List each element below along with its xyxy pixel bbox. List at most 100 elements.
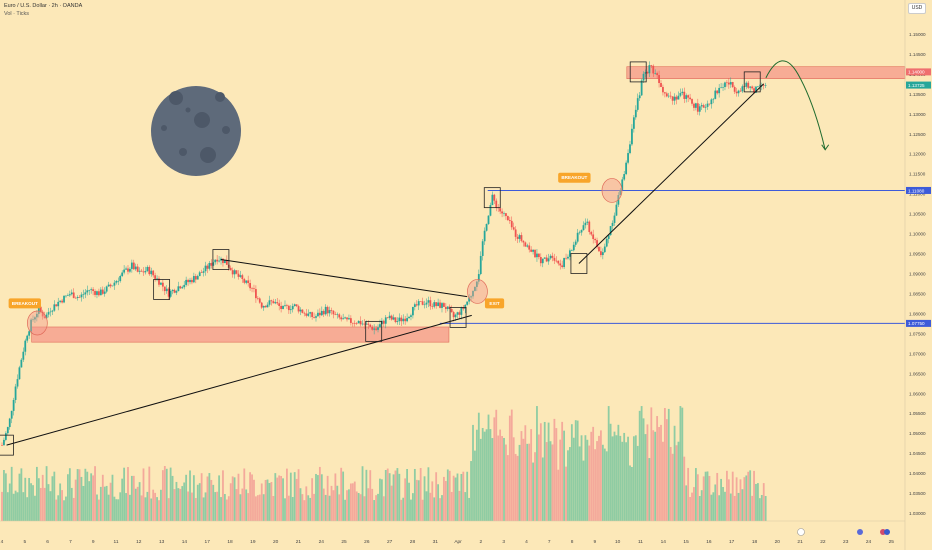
volume-bar	[37, 478, 40, 521]
volume-bar	[305, 486, 308, 521]
time-tick-label: Apr	[454, 539, 462, 545]
candle-body	[671, 96, 674, 101]
volume-bar	[762, 483, 765, 521]
candle-body	[594, 239, 597, 241]
volume-bar	[167, 498, 170, 521]
box-swing-low-start[interactable]	[0, 434, 14, 456]
volume-bar	[90, 473, 93, 521]
volume-bar	[355, 491, 358, 521]
candle-body	[313, 316, 315, 318]
box-triangle-low[interactable]	[365, 320, 383, 342]
volume-bar	[565, 466, 567, 521]
candle-body	[287, 305, 290, 311]
time-axis[interactable]: 4 5 6 7 9 11 12 13 14 17 18 19 20 21 24 25 26 27 28 31 Apr 2 3…	[0, 520, 905, 545]
breakout-circle-1[interactable]	[26, 310, 48, 336]
event-icon[interactable]	[857, 529, 863, 535]
new-uptrend-line[interactable]	[578, 83, 764, 264]
volume-bar	[731, 471, 734, 521]
candle-body	[289, 309, 292, 311]
volume-bar	[408, 482, 410, 521]
descending-triangle-line[interactable]	[220, 259, 468, 298]
price-tick-label: 1.03000	[909, 511, 926, 516]
candle-body	[650, 65, 653, 66]
candle-body	[150, 270, 153, 275]
candle-body	[284, 305, 286, 306]
volume-bar	[555, 428, 558, 521]
volume-bar	[348, 489, 350, 521]
volume-bar	[712, 492, 715, 521]
volume-bar	[601, 444, 604, 521]
candle-body	[439, 302, 441, 308]
box-trend-touch[interactable]	[449, 307, 467, 328]
volume-bar	[718, 495, 721, 521]
candle-body	[148, 266, 151, 275]
candle-body	[68, 294, 71, 296]
volume-bar	[272, 495, 275, 521]
volume-bar	[388, 473, 391, 521]
volume-bar	[485, 429, 488, 521]
price-tick-label: 1.05500	[909, 411, 926, 416]
main-uptrend-line[interactable]	[6, 314, 472, 446]
volume-bar	[223, 494, 226, 521]
volume-bar	[61, 490, 63, 521]
candle-body	[472, 290, 474, 297]
breakout-circle-2[interactable]	[601, 178, 623, 203]
volume-bar	[45, 466, 48, 521]
candle-body	[745, 82, 748, 87]
time-tick-label: 15	[683, 539, 689, 545]
candle-body	[431, 306, 434, 307]
time-tick-label: 4	[525, 539, 528, 545]
moon-crater	[185, 107, 191, 113]
candle-body	[291, 306, 294, 310]
volume-bar	[706, 471, 709, 521]
candle-body	[727, 82, 730, 85]
volume-bar	[22, 492, 25, 521]
time-tick-label: 11	[638, 539, 643, 545]
box-mid-1[interactable]	[153, 279, 171, 300]
breakout-level-line-tag	[906, 186, 931, 194]
volume-bar	[373, 500, 376, 521]
volume-bar	[274, 473, 277, 521]
flag-icon[interactable]	[884, 529, 890, 535]
box-triangle-top[interactable]	[212, 249, 230, 270]
candle-body	[532, 249, 534, 252]
volume-bar	[683, 456, 686, 521]
candle-body	[322, 310, 325, 315]
box-top-high[interactable]	[629, 61, 647, 83]
candle-body	[59, 300, 62, 302]
box-breakout-high[interactable]	[483, 187, 501, 209]
projection-arrow[interactable]	[765, 60, 826, 150]
candle-body	[94, 291, 96, 295]
candle-body	[167, 288, 170, 297]
candle-body	[716, 90, 719, 94]
projection-arrowhead	[821, 144, 830, 151]
volume-bar	[580, 435, 583, 521]
volume-bar	[249, 472, 251, 521]
volume-bar	[727, 479, 730, 521]
box-current[interactable]	[743, 71, 761, 93]
volume-bar	[156, 497, 158, 521]
volume-bar	[559, 439, 562, 521]
price-axis[interactable]: 1.15000 1.14500 1.14000 1.13500 1.13000 1.125…	[904, 0, 931, 550]
box-retest-low[interactable]	[570, 253, 588, 274]
volume-bar	[576, 420, 579, 521]
candle-body	[307, 313, 310, 316]
exit-circle[interactable]	[467, 279, 488, 304]
volume-bar	[210, 479, 213, 521]
candle-body	[61, 300, 63, 303]
volume-bar	[158, 500, 160, 521]
volume-bar	[537, 434, 540, 521]
support-zone[interactable]	[31, 326, 450, 343]
volume-bar	[161, 470, 164, 521]
volume-bar	[198, 483, 201, 521]
time-tick-label: 10	[615, 539, 621, 545]
currency-selector[interactable]: USD	[908, 3, 926, 14]
candle-body	[712, 98, 715, 100]
price-tick-label: 1.13000	[909, 112, 926, 117]
candle-body	[757, 86, 759, 87]
candle-body	[625, 162, 628, 175]
dividend-icon[interactable]	[797, 528, 805, 536]
time-tick-label: 21	[797, 539, 803, 545]
candles-group	[1, 61, 767, 446]
